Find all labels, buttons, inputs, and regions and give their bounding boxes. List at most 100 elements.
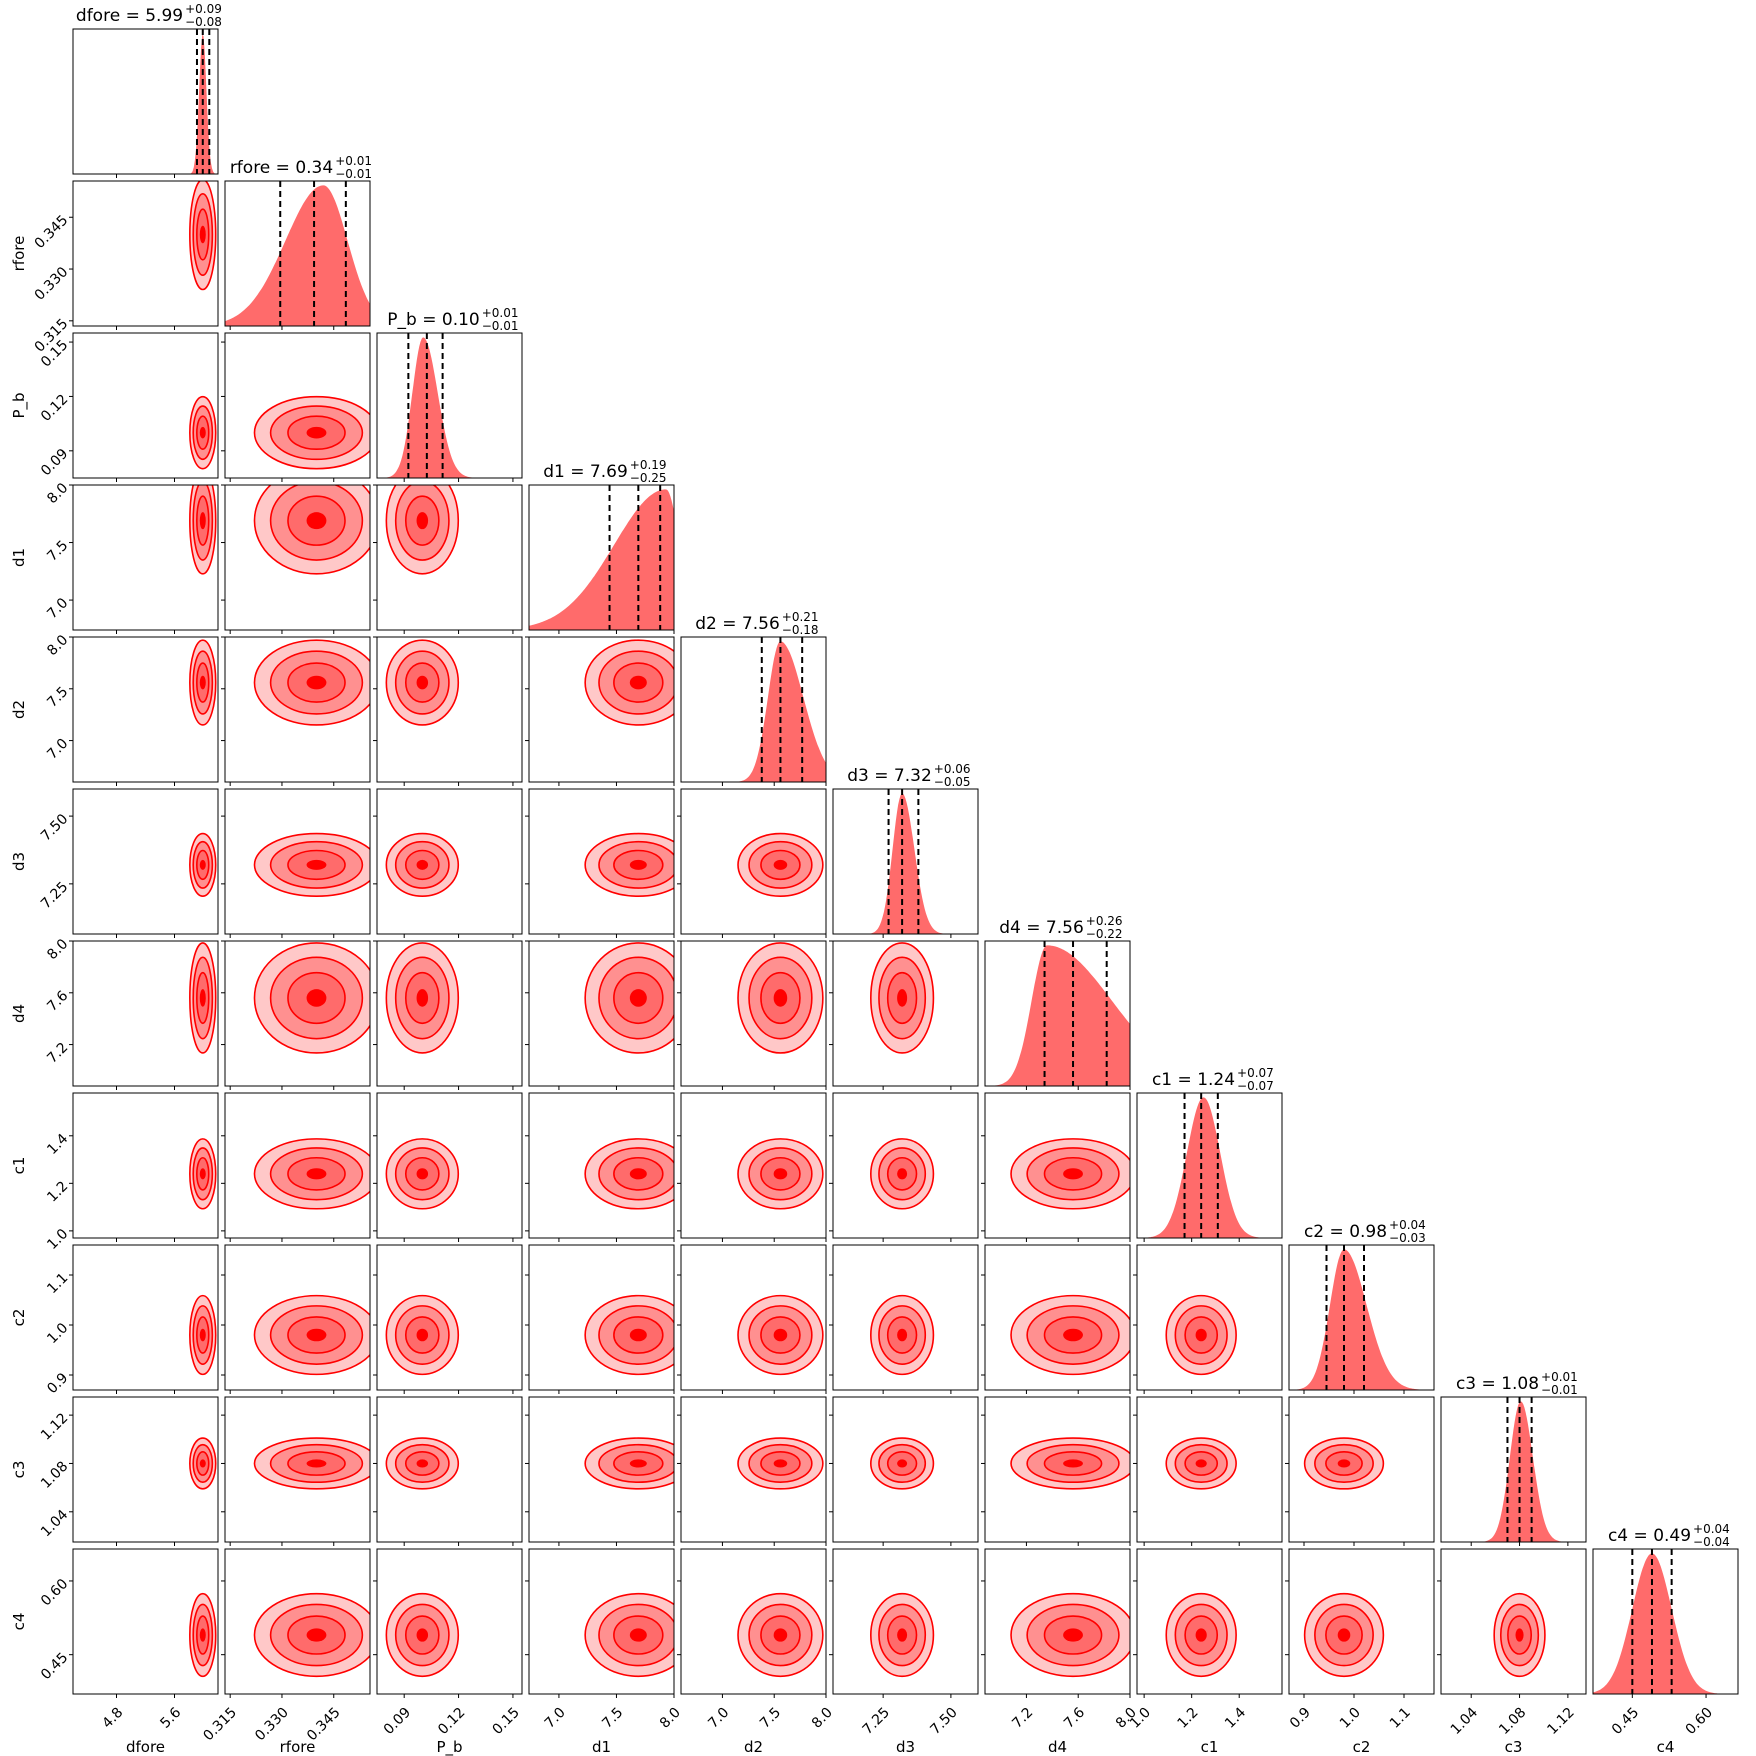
panel-frame	[376, 1396, 523, 1543]
panel-content	[385, 1437, 460, 1490]
panel-content	[737, 1138, 824, 1210]
panel-content	[985, 941, 1130, 1086]
title-median: 0.98	[1349, 1222, 1387, 1242]
x-tick-label: 0.9	[1287, 1705, 1314, 1732]
contour-panel-c4-vs-P_b: 0.09 0.12 0.15	[373, 1548, 523, 1738]
histogram-title: d3 = 7.32	[847, 766, 932, 786]
contour-core	[897, 989, 908, 1007]
contour-core	[416, 859, 429, 870]
panel-frame	[528, 1396, 675, 1543]
y-axis-label-d3: d3	[10, 852, 28, 871]
histogram-fill	[1593, 1553, 1738, 1694]
panel-frame	[1136, 1244, 1283, 1391]
x-tick-label: 0.315	[200, 1705, 240, 1745]
title-lower-error: −0.05	[934, 775, 971, 789]
panel-frame	[832, 940, 979, 1087]
panel-content	[385, 1592, 460, 1678]
contour-panel-c4-vs-c3: 1.04 1.08 1.12	[1437, 1548, 1587, 1738]
title-equals: =	[1476, 1374, 1501, 1394]
panel-frame	[224, 484, 371, 631]
panel-frame	[1288, 1396, 1435, 1543]
panel-content	[870, 942, 935, 1054]
contour-panel-c4-vs-d3: 7.25 7.50	[829, 1548, 979, 1738]
panel-frame	[680, 1396, 827, 1543]
panel-frame	[72, 180, 219, 327]
histogram-title: dfore = 5.99	[76, 6, 183, 26]
title-median: 7.56	[742, 614, 780, 634]
contour-core	[416, 675, 429, 690]
x-tick-label: 7.0	[705, 1705, 732, 1732]
panel-frame	[1592, 1548, 1739, 1695]
contour-panel-c1-vs-P_b	[373, 1092, 523, 1242]
title-lower-error: −0.22	[1086, 927, 1123, 941]
histogram-fill	[377, 337, 522, 478]
panel-content	[584, 832, 674, 897]
contour-core	[629, 1328, 647, 1342]
panel-content	[584, 1294, 674, 1376]
panel-content	[189, 485, 217, 575]
y-axis-label-rfore: rfore	[10, 236, 28, 272]
panel-content	[1303, 1437, 1385, 1490]
panel-frame	[1136, 1092, 1283, 1239]
contour-panel-c3-vs-c2	[1285, 1396, 1435, 1546]
panel-content	[253, 639, 370, 726]
contour-core	[416, 1328, 429, 1342]
contour-core	[416, 1459, 429, 1468]
title-median: 7.32	[894, 766, 932, 786]
histogram-fill	[681, 641, 826, 782]
title-upper-error: +0.04	[1389, 1218, 1426, 1232]
panel-content	[1010, 1592, 1130, 1678]
title-param: d1	[543, 462, 565, 482]
title-equals: =	[869, 766, 894, 786]
x-axis-label-c1: c1	[1201, 1738, 1219, 1756]
panel-content	[189, 1138, 217, 1210]
contour-panel-c4-vs-rfore: 0.315 0.330 0.345	[200, 1548, 371, 1745]
panel-content	[73, 29, 218, 174]
title-lower-error: −0.08	[185, 15, 222, 29]
y-tick-label: 7.0	[44, 736, 71, 763]
contour-panel-c1-vs-dfore: 1.0 1.2 1.4	[44, 1092, 219, 1253]
contour-panel-c3-vs-rfore	[221, 1396, 371, 1546]
contour-core	[199, 426, 206, 439]
contour-panel-d4-vs-d1	[525, 940, 675, 1090]
histogram-panel-c4: c4 = 0.49 +0.04−0.04 0.45 0.60	[1592, 1522, 1739, 1738]
contour-core	[306, 989, 327, 1007]
x-tick-label: 0.15	[489, 1705, 522, 1738]
y-tick-label: 7.25	[38, 879, 71, 912]
panel-frame	[72, 484, 219, 631]
contour-core	[199, 859, 206, 870]
y-tick-label: 0.9	[44, 1370, 71, 1397]
panel-frame	[224, 1548, 371, 1695]
panel-frame	[224, 1244, 371, 1391]
title-equals: =	[565, 462, 590, 482]
contour-panel-c4-vs-c1: 1.0 1.2 1.4	[1127, 1548, 1283, 1732]
panel-content	[737, 1437, 824, 1490]
contour-core	[199, 225, 206, 244]
title-upper-error: +0.01	[1541, 1370, 1578, 1384]
y-tick-label: 8.0	[44, 632, 71, 659]
panel-content	[1137, 1093, 1282, 1238]
x-tick-label: 7.50	[927, 1705, 960, 1738]
histogram-panel-c2: c2 = 0.98 +0.04−0.03	[1288, 1218, 1435, 1394]
panel-content	[253, 1437, 370, 1490]
y-tick-label: 1.4	[44, 1131, 71, 1158]
histogram-fill	[1289, 1249, 1434, 1390]
panel-frame	[72, 28, 219, 175]
panel-content	[385, 639, 460, 726]
title-upper-error: +0.26	[1086, 914, 1123, 928]
panel-content	[833, 789, 978, 934]
x-tick-label: 7.0	[542, 1705, 569, 1732]
panel-frame	[224, 636, 371, 783]
panel-content	[253, 485, 370, 575]
panel-frame	[376, 788, 523, 935]
panel-content	[737, 1294, 824, 1376]
title-param: P_b	[387, 310, 417, 330]
panel-frame	[224, 180, 371, 327]
title-param: c4	[1608, 1526, 1628, 1546]
y-axis-label-P_b: P_b	[10, 392, 29, 418]
title-lower-error: −0.04	[1693, 1535, 1730, 1549]
x-tick-label: 1.08	[1496, 1705, 1529, 1738]
contour-panel-d4-vs-P_b	[373, 940, 523, 1090]
y-axis-label-c3: c3	[10, 1461, 28, 1479]
panel-content	[253, 395, 370, 470]
